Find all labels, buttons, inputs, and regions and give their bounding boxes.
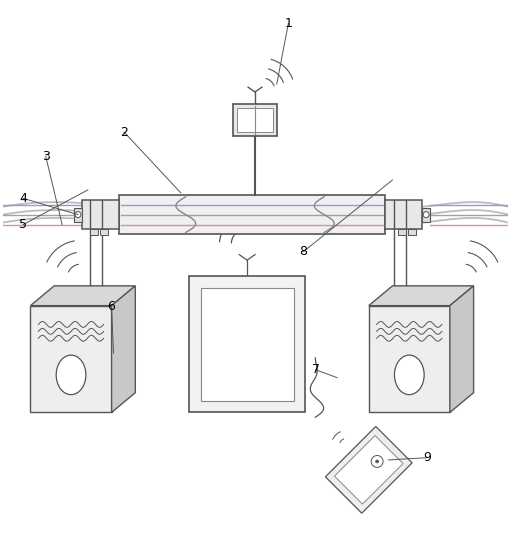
Text: 3: 3 — [42, 150, 50, 163]
Text: 8: 8 — [299, 245, 308, 258]
Bar — [189, 276, 306, 412]
Bar — [408, 230, 416, 236]
Circle shape — [371, 455, 383, 467]
Bar — [74, 208, 82, 221]
Circle shape — [376, 460, 379, 463]
Polygon shape — [335, 436, 403, 504]
Text: 5: 5 — [19, 218, 27, 231]
Bar — [233, 104, 277, 135]
Polygon shape — [31, 306, 111, 412]
Text: 2: 2 — [120, 126, 128, 139]
Polygon shape — [31, 286, 135, 306]
Bar — [422, 208, 430, 221]
Bar — [100, 230, 108, 236]
Bar — [385, 200, 422, 230]
Circle shape — [75, 212, 81, 218]
Polygon shape — [369, 306, 450, 412]
Bar — [201, 288, 294, 400]
Bar — [90, 230, 98, 236]
Polygon shape — [369, 286, 474, 306]
Bar — [120, 195, 385, 234]
Text: 9: 9 — [424, 451, 431, 464]
Circle shape — [423, 212, 429, 218]
Polygon shape — [326, 426, 412, 513]
Ellipse shape — [56, 355, 86, 394]
Bar — [82, 200, 120, 230]
Text: 1: 1 — [285, 17, 292, 30]
Text: 4: 4 — [19, 192, 27, 205]
Polygon shape — [450, 286, 474, 412]
Text: 7: 7 — [312, 363, 320, 376]
Polygon shape — [111, 286, 135, 412]
Bar — [399, 230, 406, 236]
Text: 6: 6 — [107, 300, 115, 313]
Bar — [237, 108, 273, 132]
Ellipse shape — [394, 355, 424, 394]
